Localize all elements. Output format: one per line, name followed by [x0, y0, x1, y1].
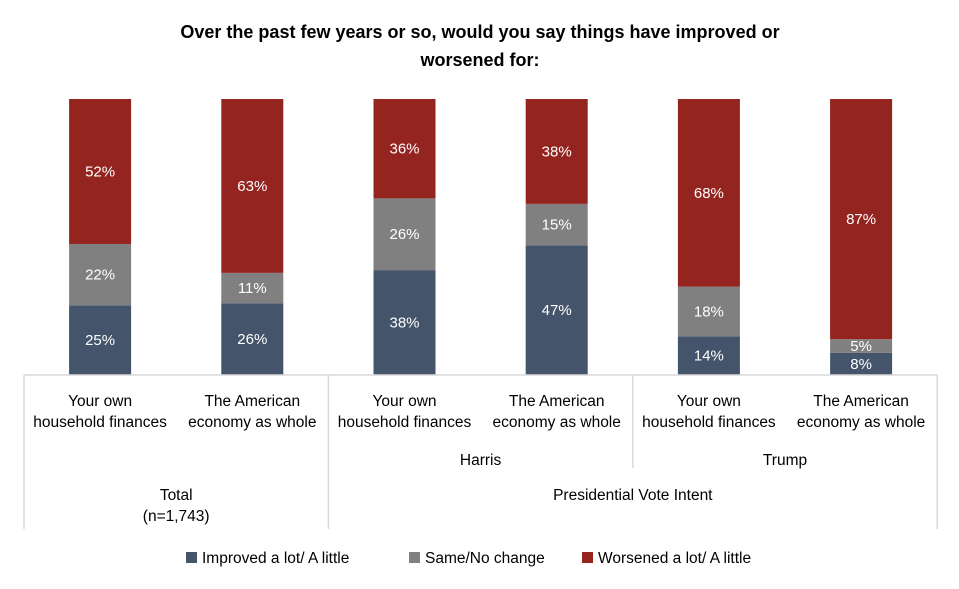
category-tick-label: The American [509, 393, 605, 410]
category-tick-label: household finances [33, 414, 167, 431]
category-tick-label: economy as whole [188, 414, 316, 431]
bar-segment [525, 203, 588, 246]
data-label: 38% [542, 143, 572, 160]
bar-segment [373, 198, 436, 271]
data-label: 25% [85, 332, 115, 349]
bar-segment [221, 303, 284, 375]
category-tick-label: economy as whole [797, 414, 925, 431]
bar-segment [677, 336, 740, 375]
category-tick-label: economy as whole [493, 414, 621, 431]
category-tick-label: Your own [677, 393, 741, 410]
bar-segment [69, 99, 132, 244]
subgroup-label: Harris [460, 452, 502, 469]
legend-label: Same/No change [425, 550, 545, 567]
data-label: 5% [850, 338, 872, 355]
chart-title-line-1: Over the past few years or so, would you… [180, 22, 779, 42]
legend-item: Same/No change [409, 550, 545, 567]
data-label: 14% [694, 348, 724, 365]
data-label: 63% [237, 178, 267, 195]
category-tick-label: The American [813, 393, 909, 410]
subgroup-label: Trump [763, 452, 807, 469]
data-label: 68% [694, 185, 724, 202]
legend: Improved a lot/ A little Same/No change Wo… [186, 550, 751, 567]
category-tick-label: household finances [642, 414, 776, 431]
bar-segment [221, 272, 284, 304]
bar-segment [830, 352, 893, 375]
data-label: 26% [389, 226, 419, 243]
data-label: 18% [694, 304, 724, 321]
bar-segment [525, 99, 588, 204]
data-label: 15% [542, 217, 572, 234]
category-tick-label: household finances [338, 414, 472, 431]
legend-label: Worsened a lot/ A little [598, 550, 751, 567]
data-label: 38% [389, 315, 419, 332]
bar-segment [221, 99, 284, 273]
bar-segment [677, 99, 740, 287]
bar-segment [69, 243, 132, 306]
bar-segment [525, 245, 588, 375]
data-label: 87% [846, 211, 876, 228]
data-label: 11% [238, 280, 267, 297]
data-label: 47% [542, 302, 572, 319]
bar-segment [830, 99, 893, 340]
bar-segment [373, 270, 436, 375]
data-label: 22% [85, 267, 115, 284]
chart-title-line-2: worsened for: [419, 50, 539, 70]
legend-swatch [186, 552, 197, 563]
data-label: 8% [850, 356, 872, 373]
data-label: 36% [389, 141, 419, 158]
data-label: 52% [85, 163, 115, 180]
legend-item: Improved a lot/ A little [186, 550, 349, 567]
legend-item: Worsened a lot/ A little [582, 550, 751, 567]
group-label: Total [160, 487, 193, 504]
bar-segment [830, 339, 893, 353]
bar-segment [373, 99, 436, 199]
bar-segment [69, 305, 132, 375]
legend-swatch [582, 552, 593, 563]
group-label: Presidential Vote Intent [553, 487, 713, 504]
category-tick-label: The American [204, 393, 300, 410]
category-tick-label: Your own [68, 393, 132, 410]
legend-label: Improved a lot/ A little [202, 550, 349, 567]
bar-segment [677, 286, 740, 337]
data-label: 26% [237, 331, 267, 348]
legend-swatch [409, 552, 420, 563]
category-axis: Your own household finances The American ec… [23, 374, 938, 529]
category-tick-label: Your own [372, 393, 436, 410]
group-label: (n=1,743) [143, 508, 210, 525]
